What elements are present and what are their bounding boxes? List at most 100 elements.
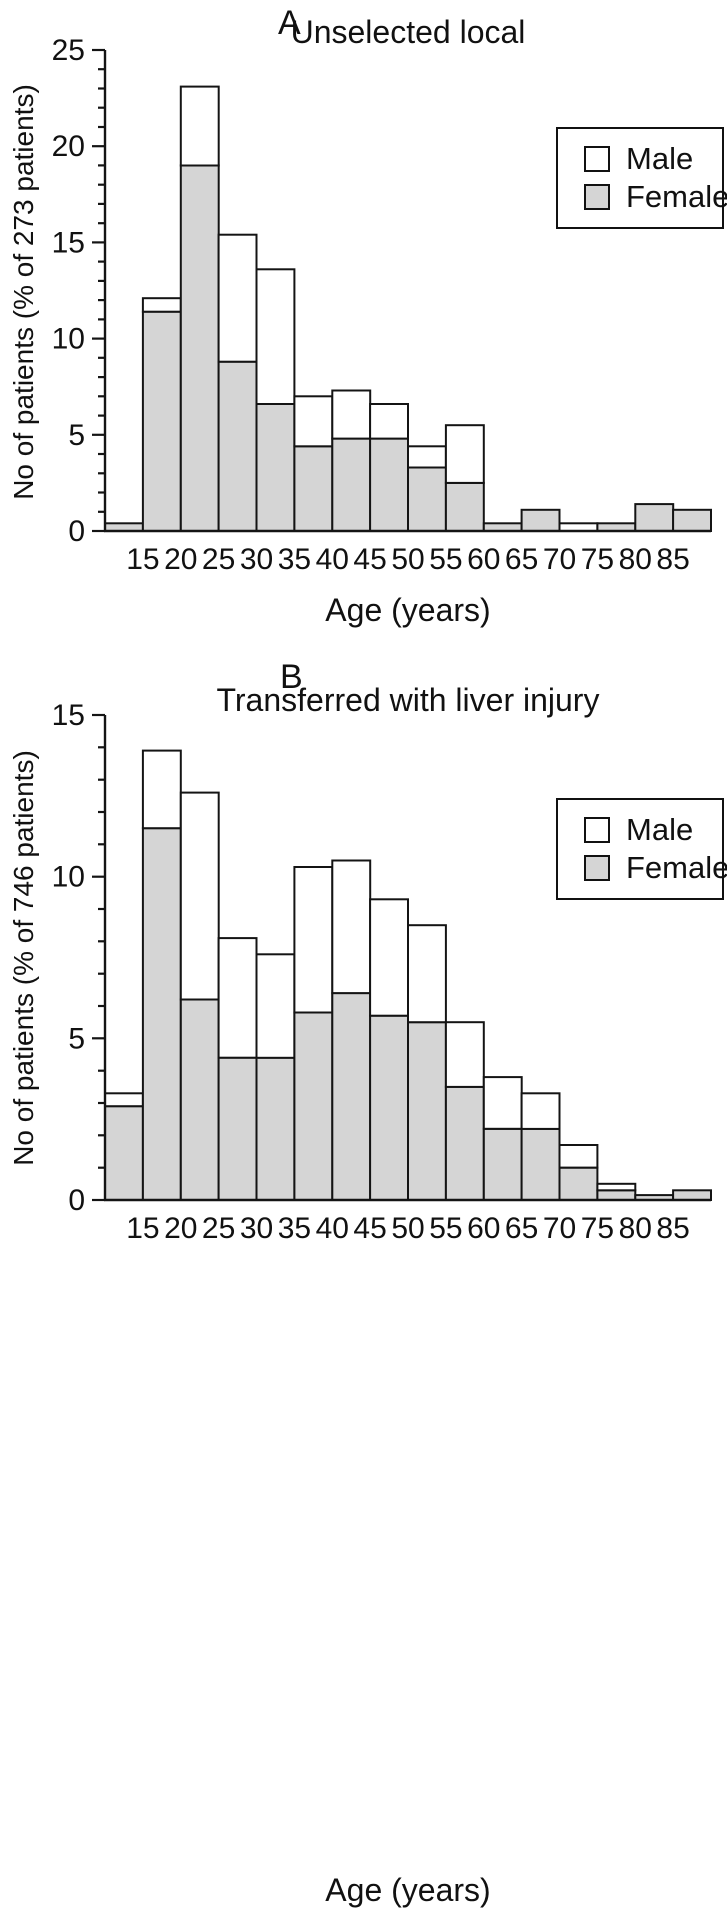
bar-segment-female — [293, 1011, 334, 1201]
legend-label-female: Female — [626, 179, 727, 214]
bar-segment-male — [331, 859, 372, 995]
bar-segment-female — [369, 1014, 410, 1202]
x-tick-label: 60 — [467, 1212, 500, 1245]
x-tick-label: 80 — [619, 1212, 652, 1245]
bar-segment-female — [179, 998, 220, 1201]
male-swatch-icon — [584, 817, 610, 843]
bar-segment-female — [596, 1189, 637, 1201]
x-tick-label: 40 — [316, 1212, 349, 1245]
bar-segment-male — [369, 898, 410, 1017]
x-tick-label: 75 — [581, 1212, 614, 1245]
bar-segment-male — [255, 268, 296, 405]
bar-segment-male — [293, 395, 334, 448]
bar-segment-female — [520, 508, 561, 532]
x-tick-label: 80 — [619, 543, 652, 576]
panel-b: 0 5 10 15 15 20 25 30 35 40 45 50 55 60 65 70 75 80 85 B T… — [0, 640, 727, 1908]
x-tick-label: 85 — [656, 1212, 689, 1245]
y-tick-label: 15 — [52, 226, 85, 259]
bar-segment-female — [558, 1166, 599, 1202]
x-tick-label: 20 — [164, 543, 197, 576]
chart-title-a: Unselected local — [290, 14, 526, 50]
x-tick-label: 55 — [429, 1212, 462, 1245]
x-axis-label-b: Age (years) — [325, 1872, 491, 1908]
x-tick-label: 50 — [391, 1212, 424, 1245]
bar-segment-female — [255, 403, 296, 532]
bar-segment-female — [407, 466, 447, 532]
y-tick-label: 15 — [52, 699, 85, 732]
female-swatch-icon — [584, 855, 610, 881]
bar-segment-male — [558, 1144, 599, 1169]
bar-segment-male — [217, 937, 258, 1059]
bar-segment-female — [141, 310, 182, 533]
x-tick-label: 20 — [164, 1212, 197, 1245]
y-tick-label: 20 — [52, 130, 85, 163]
y-axis-label-a: No of patients (% of 273 patients) — [8, 84, 39, 500]
bar-segment-female — [331, 992, 372, 1201]
x-tick-label: 75 — [581, 543, 614, 576]
panel-a: 0 5 10 15 20 25 15 20 25 30 35 40 45 50 55 60 65 70 75 80 85… — [0, 0, 727, 640]
bar-segment-female — [520, 1127, 561, 1201]
x-tick-label: 45 — [353, 543, 386, 576]
bar-segment-female — [255, 1056, 296, 1202]
x-tick-label: 30 — [240, 543, 273, 576]
legend-b: Male Female — [556, 798, 727, 900]
bar-segment-female — [444, 1085, 485, 1201]
legend-item-male: Male — [584, 140, 722, 178]
legend-label-male: Male — [626, 141, 694, 176]
bar-segment-female — [444, 481, 485, 532]
bar-segment-male — [369, 403, 410, 440]
bar-segment-male — [141, 297, 182, 313]
bar-segment-male — [179, 791, 220, 1001]
x-tick-label: 40 — [316, 543, 349, 576]
x-tick-label: 50 — [391, 543, 424, 576]
bar-segment-female — [217, 360, 258, 533]
legend-a: Male Female — [556, 127, 727, 229]
bar-segment-male — [596, 1182, 637, 1192]
y-tick-label: 0 — [68, 1184, 85, 1217]
bar-segment-female — [482, 1127, 523, 1201]
bar-segment-male — [520, 1092, 561, 1130]
bar-segment-male — [407, 924, 447, 1024]
bar-segment-female — [369, 437, 410, 533]
legend-label-male: Male — [626, 812, 694, 847]
legend-item-female: Female — [584, 178, 727, 216]
y-tick-label: 5 — [68, 419, 85, 452]
x-tick-label: 15 — [126, 1212, 159, 1245]
bar-segment-female — [217, 1056, 258, 1202]
x-tick-label: 65 — [505, 543, 538, 576]
female-swatch-icon — [584, 184, 610, 210]
x-tick-label: 35 — [278, 1212, 311, 1245]
bar-segment-male — [104, 1092, 144, 1108]
panel-letter-a: A — [278, 4, 301, 42]
y-tick-label: 25 — [52, 34, 85, 67]
x-tick-label: 25 — [202, 1212, 235, 1245]
x-axis-label-a: Age (years) — [325, 592, 491, 628]
x-tick-label: 35 — [278, 543, 311, 576]
x-tick-label: 45 — [353, 1212, 386, 1245]
x-tick-label: 15 — [126, 543, 159, 576]
bar-segment-female — [331, 437, 372, 533]
bar-segment-female — [672, 1189, 712, 1201]
y-tick-label: 0 — [68, 515, 85, 548]
x-tick-label: 65 — [505, 1212, 538, 1245]
x-tick-label: 70 — [543, 1212, 576, 1245]
bar-segment-female — [179, 164, 220, 532]
bar-segment-male — [444, 424, 485, 484]
bar-segment-female — [672, 508, 712, 532]
male-swatch-icon — [584, 146, 610, 172]
bar-segment-female — [104, 1105, 144, 1202]
x-tick-label: 55 — [429, 543, 462, 576]
panel-letter-b: B — [280, 658, 303, 696]
legend-item-male: Male — [584, 811, 722, 849]
bar-segment-female — [293, 445, 334, 532]
bar-segment-male — [141, 749, 182, 830]
bar-segment-female — [634, 503, 675, 533]
bar-segment-male — [407, 445, 447, 469]
chart-title-b: Transferred with liver injury — [216, 682, 600, 718]
bar-segment-male — [179, 85, 220, 167]
x-tick-label: 25 — [202, 543, 235, 576]
y-tick-label: 10 — [52, 861, 85, 894]
bar-segment-male — [293, 866, 334, 1014]
